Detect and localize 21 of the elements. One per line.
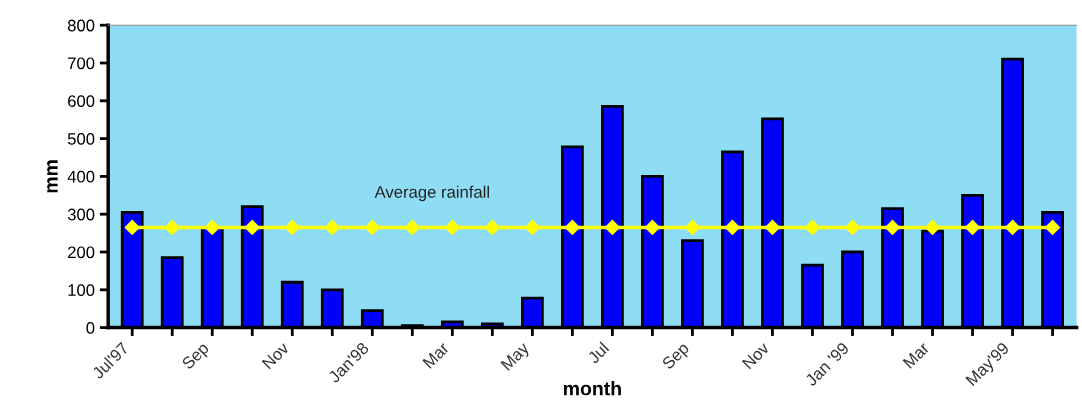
x-tick-label: Nov xyxy=(261,341,290,370)
y-tick-label: 400 xyxy=(67,170,95,183)
y-tick-label: 600 xyxy=(68,95,95,107)
y-tick-label: 0 xyxy=(86,322,95,334)
x-tick-label: Sep xyxy=(181,341,212,373)
y-tick-label: 500 xyxy=(67,133,95,145)
series-label: Average rainfall xyxy=(374,185,489,202)
y-tick-label: 100 xyxy=(68,284,95,296)
y-axis-title: mm xyxy=(47,160,58,193)
x-tick-label: Jul xyxy=(586,341,610,365)
x-tick-label: Jan '99 xyxy=(804,341,850,387)
x-tick-label: Sep xyxy=(661,341,692,373)
x-tick-label: May xyxy=(500,341,533,374)
x-axis-title: month xyxy=(563,381,621,396)
y-tick-label: 300 xyxy=(67,208,95,221)
y-tick-label: 700 xyxy=(68,57,95,70)
y-tick-label: 800 xyxy=(67,19,95,32)
x-tick-label: Nov xyxy=(741,341,771,370)
x-tick-label: Mar xyxy=(902,341,931,369)
y-tick-label: 200 xyxy=(68,246,95,259)
x-tick-label: Mar xyxy=(422,341,450,369)
